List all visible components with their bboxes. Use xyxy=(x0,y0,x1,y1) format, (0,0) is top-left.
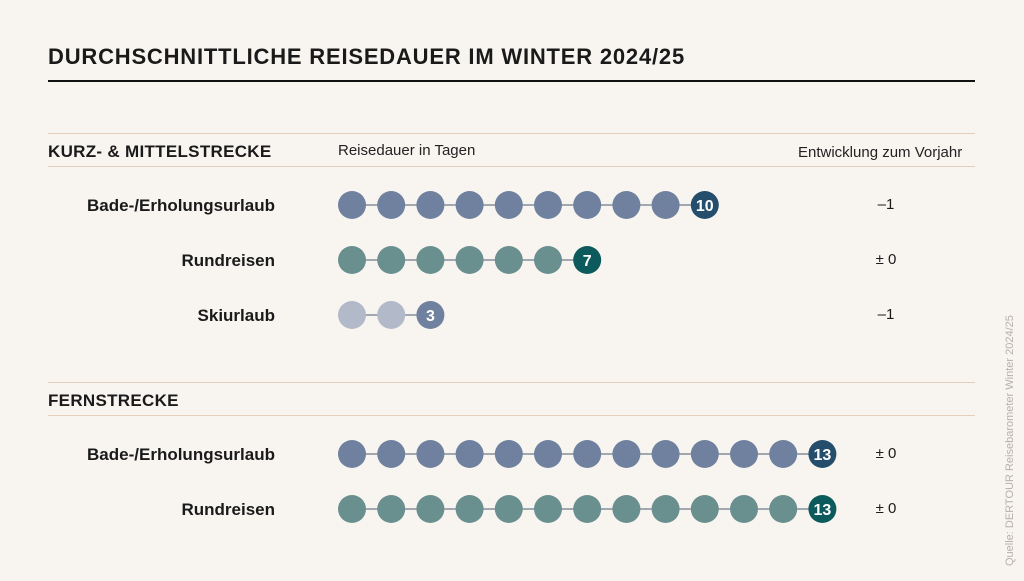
change-kurz-rundreisen: ± 0 xyxy=(875,251,897,268)
change-fern-rundreisen: ± 0 xyxy=(875,500,897,517)
dot xyxy=(534,440,562,468)
change-kurz-bade: –1 xyxy=(877,196,895,213)
dot xyxy=(377,191,406,219)
dot xyxy=(377,246,406,274)
dot-value-end xyxy=(416,301,445,329)
source-note: Quelle: DERTOUR Reisebarometer Winter 20… xyxy=(1004,315,1016,566)
dot xyxy=(573,440,602,468)
dot xyxy=(377,495,406,523)
column-header-change: Entwicklung zum Vorjahr xyxy=(798,144,963,161)
change-kurz-skiurlaub: –1 xyxy=(877,306,895,323)
change-fern-bade: ± 0 xyxy=(875,445,897,462)
dot xyxy=(455,246,484,274)
dot-value-label: 13 xyxy=(814,502,832,519)
dot xyxy=(769,495,798,523)
dot xyxy=(416,440,445,468)
dot xyxy=(455,191,484,219)
dot xyxy=(338,301,366,329)
dot-value-label: 7 xyxy=(583,253,592,270)
dot-value-end xyxy=(690,191,719,219)
dot xyxy=(573,191,602,219)
dot xyxy=(769,440,798,468)
dot xyxy=(338,246,366,274)
dot xyxy=(338,495,366,523)
title-divider xyxy=(48,80,975,82)
dot xyxy=(494,440,523,468)
section-label-kurz-mittelstrecke: KURZ- & MITTELSTRECKE xyxy=(48,142,272,161)
section-top-divider xyxy=(48,133,975,134)
row-label-fern-bade: Bade-/Erholungsurlaub xyxy=(87,445,275,464)
section-divider-fernstrecke xyxy=(48,382,975,383)
dot xyxy=(730,440,758,468)
dot xyxy=(534,246,562,274)
dot xyxy=(612,191,641,219)
dot xyxy=(377,440,406,468)
dot xyxy=(730,495,758,523)
dot xyxy=(338,440,366,468)
dot xyxy=(416,246,445,274)
dot-value-label: 3 xyxy=(426,308,435,325)
dot-value-label: 13 xyxy=(814,447,832,464)
dot xyxy=(455,440,484,468)
dot-value-end xyxy=(808,440,837,468)
dot xyxy=(690,495,719,523)
section-label-fernstrecke: FERNSTRECKE xyxy=(48,391,179,410)
dot xyxy=(651,440,680,468)
chart-title: DURCHSCHNITTLICHE REISEDAUER IM WINTER 2… xyxy=(48,44,685,69)
dot xyxy=(416,191,445,219)
dot xyxy=(534,495,562,523)
dot xyxy=(612,495,641,523)
row-label-fern-rundreisen: Rundreisen xyxy=(181,500,275,519)
dot xyxy=(651,191,680,219)
dot-value-end xyxy=(808,495,837,523)
dot xyxy=(534,191,562,219)
dot xyxy=(612,440,641,468)
section-header-divider-fernstrecke xyxy=(48,415,975,416)
dot xyxy=(416,495,445,523)
dot xyxy=(494,191,523,219)
column-header-duration: Reisedauer in Tagen xyxy=(338,142,476,159)
dot xyxy=(377,301,406,329)
dot xyxy=(494,495,523,523)
dot xyxy=(573,495,602,523)
section-header-divider xyxy=(48,166,975,167)
row-label-kurz-rundreisen: Rundreisen xyxy=(181,251,275,270)
dot-value-end xyxy=(573,246,602,274)
dot-value-label: 10 xyxy=(696,198,714,215)
dot xyxy=(338,191,366,219)
row-label-kurz-skiurlaub: Skiurlaub xyxy=(197,306,275,325)
dot xyxy=(651,495,680,523)
dot xyxy=(455,495,484,523)
dot xyxy=(494,246,523,274)
row-label-kurz-bade: Bade-/Erholungsurlaub xyxy=(87,196,275,215)
dot xyxy=(690,440,719,468)
